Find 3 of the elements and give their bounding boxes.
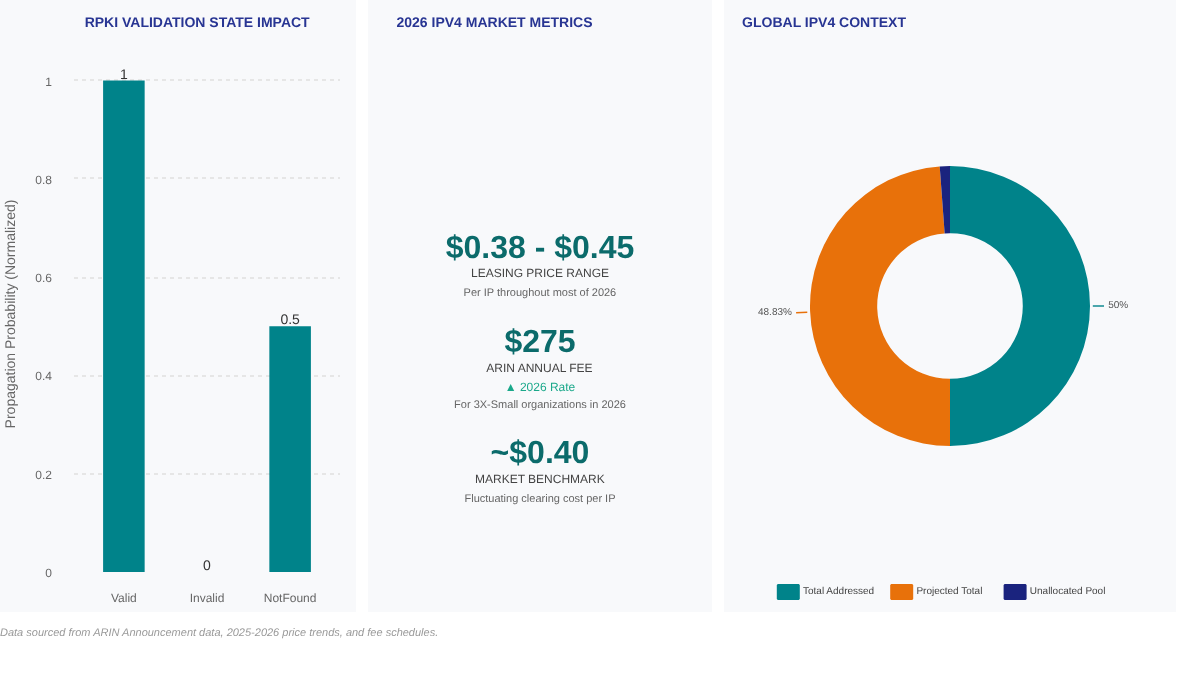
text: $0.38 - $0.45 [445, 231, 635, 266]
text: ~$0.40 [490, 436, 590, 471]
text: $275 [504, 326, 576, 360]
